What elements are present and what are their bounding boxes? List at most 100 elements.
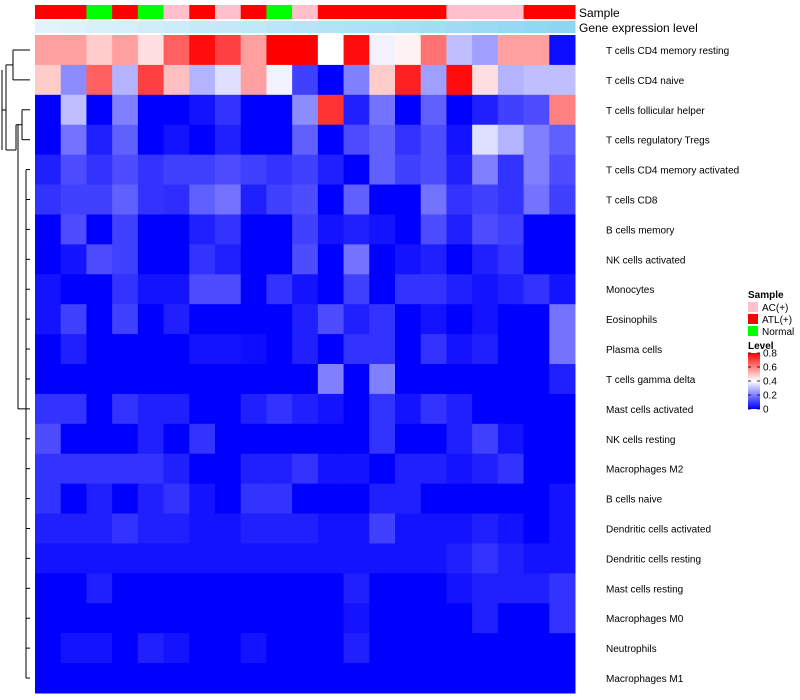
heatmap-cell bbox=[497, 364, 525, 395]
heatmap-cell bbox=[35, 64, 62, 96]
heatmap-cell bbox=[189, 64, 216, 96]
heatmap-cell bbox=[369, 214, 396, 245]
heatmap-cell bbox=[60, 154, 87, 186]
heatmap-cell bbox=[420, 124, 447, 156]
heatmap-cell bbox=[240, 423, 267, 455]
heatmap-cell bbox=[86, 184, 113, 215]
heatmap-cell bbox=[549, 483, 576, 515]
heatmap-cell bbox=[446, 154, 473, 186]
sample-annotation-cell bbox=[86, 5, 113, 19]
row-label: Neutrophils bbox=[606, 644, 657, 655]
gene-expression-annotation-cell bbox=[549, 21, 576, 33]
legend-sample-label: ATL(+) bbox=[762, 315, 792, 326]
heatmap-cell bbox=[240, 573, 267, 604]
heatmap-cell bbox=[497, 214, 525, 245]
heatmap-cell bbox=[60, 94, 87, 126]
heatmap-cell bbox=[395, 364, 422, 395]
gene-expression-annotation-cell bbox=[395, 21, 422, 33]
gene-expression-annotation-cell bbox=[420, 21, 447, 33]
heatmap-cell bbox=[420, 483, 447, 515]
heatmap-cell bbox=[266, 573, 293, 604]
heatmap-cell bbox=[317, 603, 345, 634]
heatmap-cell bbox=[215, 423, 242, 455]
heatmap-cell bbox=[60, 423, 87, 455]
heatmap-cell bbox=[163, 543, 190, 574]
heatmap-cell bbox=[446, 603, 473, 634]
row-label: Mast cells activated bbox=[606, 405, 693, 416]
heatmap-cell bbox=[420, 184, 447, 215]
heatmap-cell bbox=[163, 423, 190, 455]
sample-annotation-cell bbox=[137, 5, 165, 19]
heatmap-cell bbox=[497, 423, 525, 455]
heatmap-cell bbox=[86, 663, 113, 694]
heatmap-cell bbox=[523, 244, 550, 275]
heatmap-cell bbox=[523, 35, 550, 66]
gene-expression-annotation-label: Gene expression level bbox=[579, 21, 698, 35]
heatmap-cell bbox=[189, 184, 216, 215]
legend-sample-swatch bbox=[748, 326, 758, 336]
heatmap-cell bbox=[240, 603, 267, 634]
heatmap-cell bbox=[395, 543, 422, 574]
heatmap-cell bbox=[86, 124, 113, 156]
heatmap-cell bbox=[420, 35, 447, 66]
heatmap-cell bbox=[240, 94, 267, 126]
heatmap-cell bbox=[317, 154, 345, 186]
row-label: Macrophages M2 bbox=[606, 465, 684, 476]
heatmap-cell bbox=[189, 214, 216, 245]
heatmap-cell bbox=[60, 633, 87, 664]
heatmap-cell bbox=[86, 423, 113, 455]
heatmap-cell bbox=[369, 364, 396, 395]
heatmap-cell bbox=[292, 304, 319, 335]
heatmap-cell bbox=[163, 453, 190, 485]
heatmap-cell bbox=[549, 453, 576, 485]
heatmap-cell bbox=[137, 304, 165, 335]
heatmap-cell bbox=[137, 35, 165, 66]
heatmap-cell bbox=[420, 334, 447, 365]
heatmap-cell bbox=[266, 184, 293, 215]
heatmap-cell bbox=[497, 393, 525, 425]
heatmap-cell bbox=[420, 154, 447, 186]
heatmap-cell bbox=[292, 453, 319, 485]
heatmap-cell bbox=[497, 154, 525, 186]
heatmap-cell bbox=[317, 364, 345, 395]
row-dendrogram bbox=[1, 49, 30, 679]
gene-expression-annotation-cell bbox=[86, 21, 113, 33]
legend-sample-label: AC(+) bbox=[762, 303, 788, 314]
gene-expression-annotation-cell bbox=[523, 21, 550, 33]
legend-level-tick-label: 0.4 bbox=[763, 377, 777, 388]
heatmap-cell bbox=[472, 573, 499, 604]
heatmap-cell bbox=[395, 393, 422, 425]
heatmap-cell bbox=[317, 393, 345, 425]
heatmap-cell bbox=[343, 453, 370, 485]
row-label: T cells follicular helper bbox=[606, 106, 705, 117]
heatmap-cell bbox=[112, 274, 139, 305]
heatmap-cell bbox=[497, 633, 525, 664]
heatmap-cell bbox=[317, 184, 345, 215]
heatmap-cell bbox=[112, 334, 139, 365]
heatmap-cell bbox=[369, 244, 396, 275]
heatmap-cell bbox=[343, 154, 370, 186]
heatmap-cell bbox=[523, 423, 550, 455]
heatmap-cell bbox=[189, 393, 216, 425]
heatmap-cell bbox=[86, 543, 113, 574]
heatmap-cell bbox=[163, 483, 190, 515]
heatmap-cell bbox=[215, 633, 242, 664]
heatmap-cell bbox=[266, 334, 293, 365]
row-label: Dendritic cells activated bbox=[606, 525, 711, 536]
heatmap-cell bbox=[497, 483, 525, 515]
heatmap-cell bbox=[317, 274, 345, 305]
row-label: T cells gamma delta bbox=[606, 375, 696, 386]
heatmap-cell bbox=[240, 393, 267, 425]
heatmap-cell bbox=[189, 513, 216, 544]
heatmap-cell bbox=[137, 364, 165, 395]
heatmap-cell bbox=[35, 274, 62, 305]
heatmap-cell bbox=[472, 274, 499, 305]
heatmap-cell bbox=[137, 214, 165, 245]
sample-annotation-cell bbox=[420, 5, 447, 19]
heatmap-cell bbox=[266, 513, 293, 544]
heatmap-cell bbox=[446, 573, 473, 604]
heatmap-cell bbox=[292, 364, 319, 395]
heatmap-cell bbox=[112, 124, 139, 156]
row-label: Dendritic cells resting bbox=[606, 554, 701, 565]
heatmap-cell bbox=[35, 124, 62, 156]
